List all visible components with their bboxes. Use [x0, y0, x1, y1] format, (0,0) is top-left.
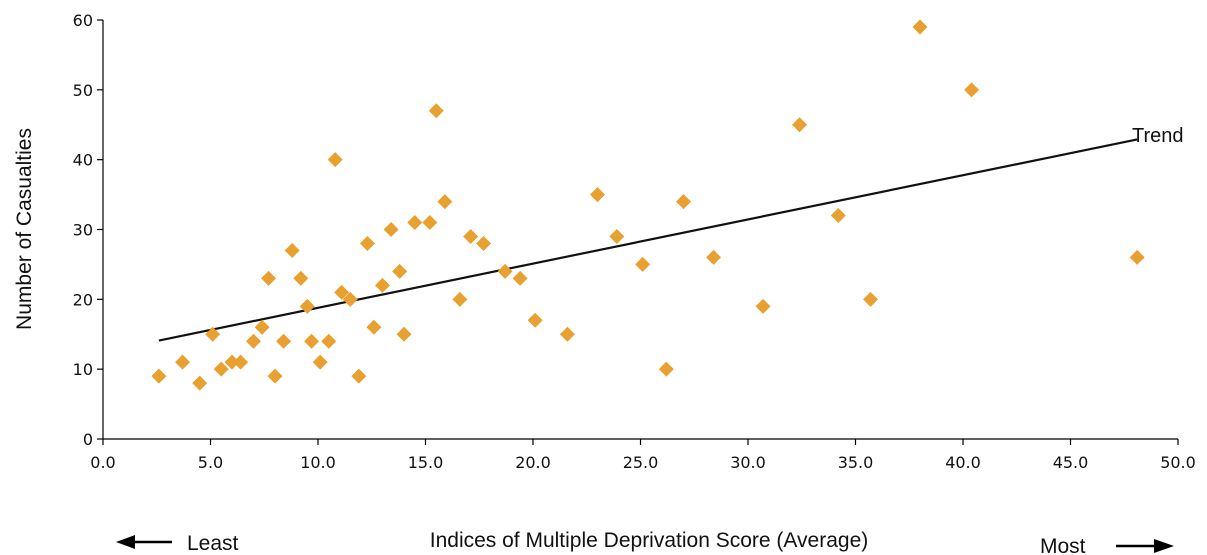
data-point [756, 299, 771, 314]
data-point [276, 334, 291, 349]
y-tick-label: 20 [73, 290, 93, 309]
data-point [792, 117, 807, 132]
x-tick-label: 30.0 [730, 453, 766, 472]
data-point [285, 243, 300, 258]
data-point [437, 194, 452, 209]
data-point [863, 292, 878, 307]
data-point [321, 334, 336, 349]
x-tick-label: 35.0 [838, 453, 874, 472]
data-point [351, 369, 366, 384]
y-tick-label: 10 [73, 360, 93, 379]
data-point [422, 215, 437, 230]
data-point [913, 19, 928, 34]
data-point [328, 152, 343, 167]
most-arrow [1116, 539, 1174, 553]
y-axis-title: Number of Casualties [13, 128, 36, 330]
data-point [392, 264, 407, 279]
data-point [609, 229, 624, 244]
data-point [375, 278, 390, 293]
data-point [706, 250, 721, 265]
data-point [360, 236, 375, 251]
data-point [964, 82, 979, 97]
data-point [261, 271, 276, 286]
trend-label: Trend [1132, 125, 1184, 147]
least-label: Least [187, 532, 239, 555]
data-point [659, 362, 674, 377]
data-point [831, 208, 846, 223]
y-tick-label: 50 [73, 81, 93, 100]
data-point [397, 327, 412, 342]
data-point [151, 369, 166, 384]
x-tick-label: 45.0 [1053, 453, 1089, 472]
data-point [1130, 250, 1145, 265]
y-tick-label: 40 [73, 151, 93, 170]
least-arrow [116, 535, 172, 549]
data-point [498, 264, 513, 279]
data-point [175, 355, 190, 370]
data-point [528, 313, 543, 328]
y-tick-label: 30 [73, 221, 93, 240]
data-point [304, 334, 319, 349]
data-point [476, 236, 491, 251]
data-point [384, 222, 399, 237]
x-tick-label: 40.0 [945, 453, 981, 472]
data-point [463, 229, 478, 244]
data-point [513, 271, 528, 286]
x-tick-label: 0.0 [90, 453, 115, 472]
y-tick-label: 0 [83, 430, 93, 449]
x-tick-label: 50.0 [1160, 453, 1196, 472]
x-tick-label: 15.0 [408, 453, 444, 472]
x-tick-label: 10.0 [300, 453, 336, 472]
y-tick-label: 60 [73, 11, 93, 30]
data-point [268, 369, 283, 384]
x-tick-label: 25.0 [623, 453, 659, 472]
x-tick-label: 5.0 [198, 453, 223, 472]
data-point [560, 327, 575, 342]
data-point [233, 355, 248, 370]
data-point [452, 292, 467, 307]
data-point [246, 334, 261, 349]
data-point [590, 187, 605, 202]
data-point [293, 271, 308, 286]
data-point [192, 376, 207, 391]
most-label: Most [1040, 535, 1086, 555]
x-tick-label: 20.0 [515, 453, 551, 472]
data-point [407, 215, 422, 230]
x-axis-title: Indices of Multiple Deprivation Score (A… [430, 529, 869, 552]
data-point [635, 257, 650, 272]
data-point [676, 194, 691, 209]
data-point [429, 103, 444, 118]
data-point [313, 355, 328, 370]
data-point [255, 320, 270, 335]
data-point [366, 320, 381, 335]
